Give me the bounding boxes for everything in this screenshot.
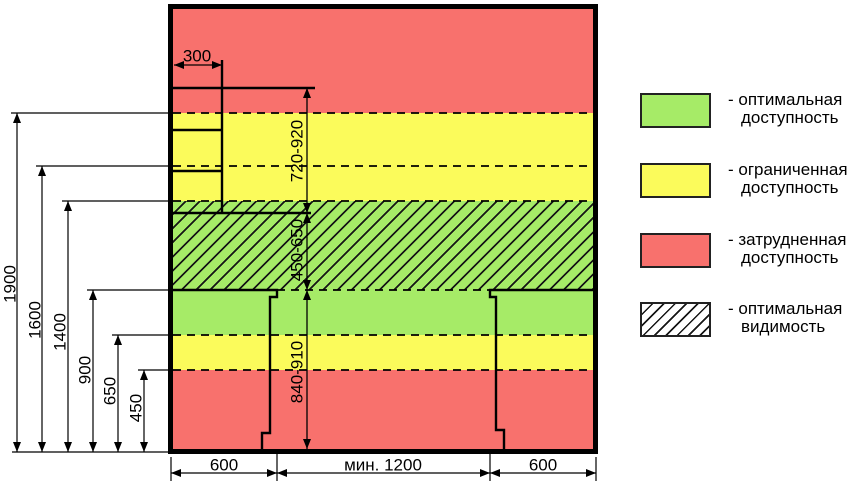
zone-optimal-access — [173, 290, 596, 335]
wall-outline — [168, 4, 598, 454]
dim-label-right-600: 600 — [528, 455, 558, 475]
dim-label-1900: 1900 — [0, 265, 20, 303]
legend-label-limited-access: - ограниченная доступность — [728, 160, 848, 197]
legend-item-limited-access: - ограниченная доступность — [640, 160, 850, 203]
dim-label-1600: 1600 — [25, 301, 45, 339]
left-height-dimensions — [11, 112, 173, 453]
dim-label-min-1200: мин. 1200 — [344, 455, 422, 475]
zone-difficult-bottom — [173, 370, 596, 449]
left-counter-outline — [173, 288, 279, 449]
cabinet-shelves — [173, 60, 315, 215]
legend-label-optimal-visibility: - оптимальная видимость — [728, 299, 843, 336]
right-counter-outline — [488, 288, 596, 449]
zone-optimal-visibility — [173, 201, 596, 290]
dim-label-450: 450 — [126, 393, 146, 423]
dim-label-1400: 1400 — [50, 313, 70, 351]
zone-boundary-lines — [173, 112, 596, 371]
legend-label-difficult-access: - затрудненная доступность — [728, 230, 847, 267]
dim-label-450-650: 450-650 — [287, 218, 307, 282]
dim-label-900: 900 — [75, 355, 95, 385]
zone-limited-lower — [173, 335, 596, 370]
dim-label-shelf-depth: 300 — [182, 46, 212, 66]
legend-item-difficult-access: - затрудненная доступность — [640, 230, 850, 273]
legend-item-optimal-access: - оптимальная доступность — [640, 90, 850, 133]
dim-label-720-920: 720-920 — [287, 119, 307, 183]
legend-swatch-yellow — [640, 163, 711, 198]
dim-label-840-910: 840-910 — [287, 340, 307, 404]
legend-swatch-green — [640, 93, 711, 128]
legend-swatch-hatched — [640, 302, 711, 337]
legend-item-optimal-visibility: - оптимальная видимость — [640, 299, 850, 342]
bottom-width-dimensions — [170, 451, 597, 481]
zone-difficult-top — [173, 9, 596, 113]
shelf-depth-dimension — [174, 61, 222, 69]
dim-label-left-600: 600 — [209, 455, 239, 475]
dim-label-650: 650 — [100, 376, 120, 406]
chain-dimension-line — [303, 88, 311, 449]
legend-swatch-red — [640, 233, 711, 268]
legend-label-optimal-access: - оптимальная доступность — [728, 90, 843, 127]
zone-limited-upper — [173, 113, 596, 201]
